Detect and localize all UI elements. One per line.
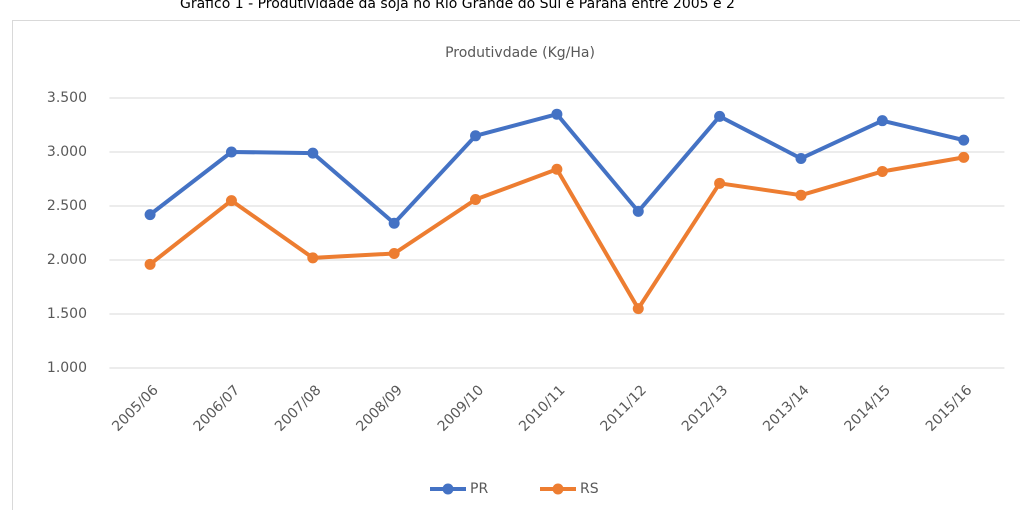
point	[307, 252, 319, 264]
point	[388, 248, 400, 260]
line-series	[148, 155, 965, 311]
point	[958, 134, 970, 146]
x-tick-label: 2011/12	[597, 382, 649, 434]
y-tick-label: 1.500	[47, 306, 87, 322]
y-tick-label: 1.000	[47, 360, 87, 376]
x-tick-label: 2015/16	[923, 382, 976, 435]
point	[714, 110, 726, 122]
point	[632, 303, 644, 315]
x-tick-label: 2012/13	[679, 382, 731, 434]
point	[958, 151, 970, 163]
point	[470, 130, 482, 142]
y-tick-label: 2.000	[47, 252, 87, 268]
point	[144, 258, 156, 270]
point	[388, 217, 400, 229]
point	[307, 147, 319, 159]
legend-label: RS	[580, 481, 599, 497]
y-tick-label: 3.000	[47, 144, 87, 160]
point	[795, 189, 807, 201]
point	[876, 165, 888, 177]
point	[225, 146, 237, 158]
point	[551, 163, 563, 175]
point	[876, 115, 888, 127]
legend-marker	[552, 483, 564, 495]
point	[470, 194, 482, 206]
x-tick-label: 2008/09	[353, 382, 405, 434]
point	[551, 108, 563, 120]
x-tick-label: 2006/07	[191, 382, 243, 434]
x-tick-label: 2010/11	[516, 382, 568, 434]
point	[144, 209, 156, 221]
x-tick-label: 2014/15	[842, 382, 894, 434]
chart-title: Produtivdade (Kg/Ha)	[445, 45, 595, 61]
legend-label: PR	[470, 481, 488, 497]
caption: Gráfico 1 - Produtividade da soja no Rio…	[180, 0, 735, 12]
legend-marker	[442, 483, 454, 495]
point	[225, 195, 237, 207]
x-tick-label: 2009/10	[435, 382, 487, 434]
y-tick-label: 2.500	[47, 198, 87, 214]
x-tick-label: 2007/08	[272, 382, 324, 434]
x-tick-label: 2013/14	[760, 382, 813, 435]
y-tick-label: 3.500	[47, 90, 87, 106]
x-tick-label: 2005/06	[109, 382, 162, 435]
point	[795, 152, 807, 164]
point	[632, 205, 644, 217]
chart-frame	[12, 20, 1020, 510]
point	[714, 177, 726, 189]
